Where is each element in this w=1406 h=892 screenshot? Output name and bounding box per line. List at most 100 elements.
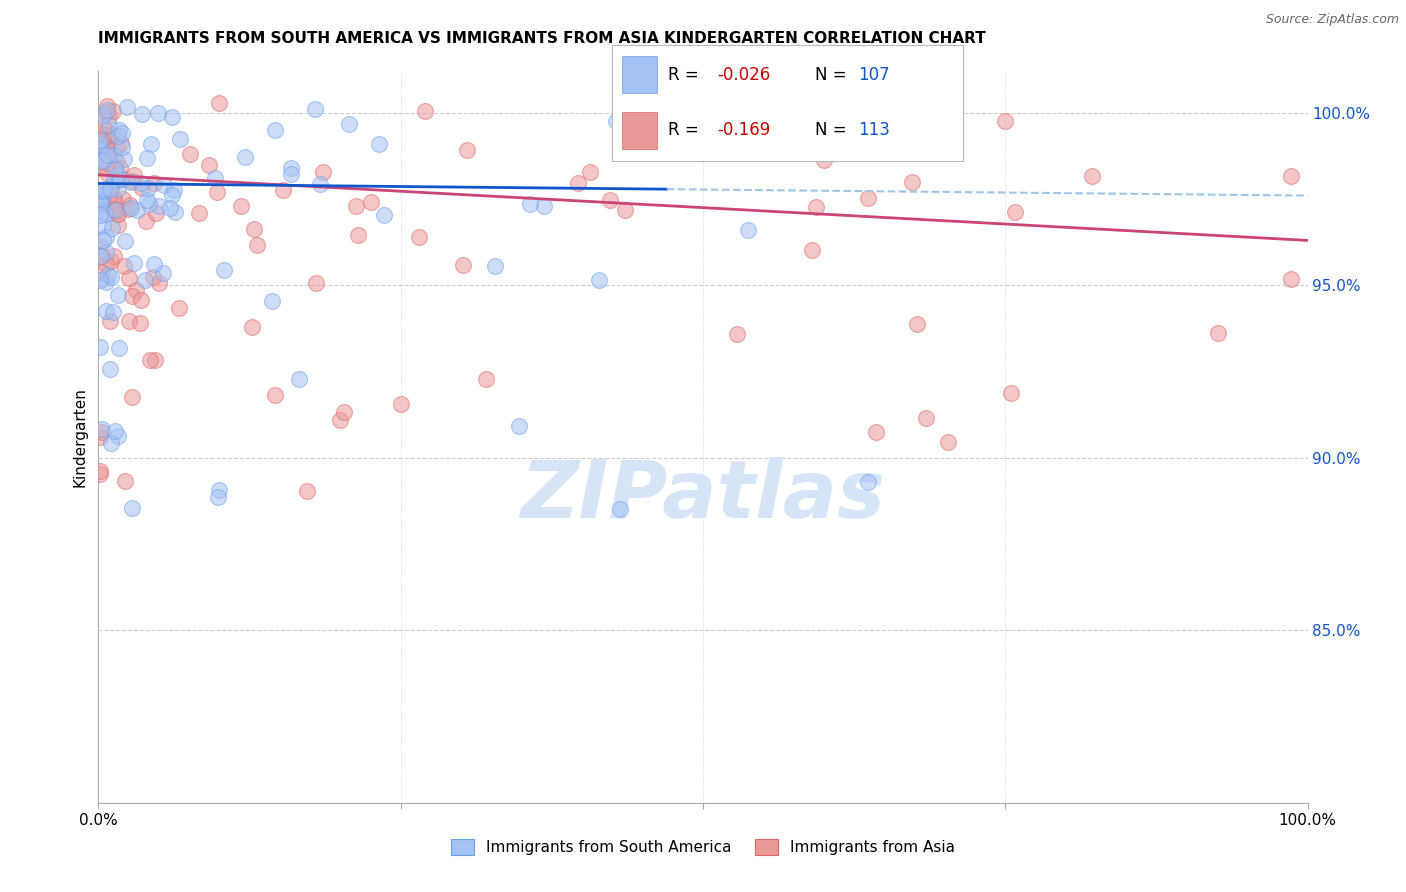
Point: [104, 173, 127, 187]
Point: [519, 196, 541, 211]
Point: [90, 265, 112, 279]
Point: [212, 263, 235, 277]
Point: [103, 148, 125, 162]
Point: [344, 199, 367, 213]
Point: [204, 170, 226, 185]
Point: [96, 166, 118, 180]
Point: [112, 152, 135, 166]
Point: [89, 137, 111, 152]
Point: [167, 301, 190, 316]
Point: [91, 119, 114, 133]
Text: -0.026: -0.026: [717, 66, 770, 84]
Point: [90, 422, 112, 436]
Point: [90, 249, 112, 263]
Point: [103, 202, 125, 216]
Point: [696, 126, 718, 140]
Point: [111, 127, 134, 141]
Point: [408, 229, 430, 244]
Point: [100, 221, 122, 235]
Point: [312, 164, 335, 178]
Point: [567, 176, 589, 190]
Point: [233, 150, 256, 164]
Point: [129, 316, 152, 330]
Point: [605, 114, 627, 128]
Point: [94, 105, 117, 120]
Point: [108, 172, 131, 186]
Point: [360, 195, 382, 210]
Point: [263, 387, 285, 401]
Point: [801, 243, 824, 257]
Text: Source: ZipAtlas.com: Source: ZipAtlas.com: [1265, 13, 1399, 27]
Point: [138, 197, 160, 211]
Point: [207, 490, 229, 504]
Point: [725, 326, 748, 341]
Point: [295, 484, 318, 499]
Point: [121, 289, 143, 303]
Point: [89, 126, 111, 140]
Point: [347, 228, 370, 243]
Point: [91, 425, 114, 439]
Point: [616, 129, 638, 144]
Point: [280, 161, 302, 175]
Point: [96, 142, 118, 156]
Point: [579, 164, 602, 178]
Point: [134, 273, 156, 287]
Point: [121, 174, 143, 188]
Point: [120, 201, 142, 215]
Point: [115, 100, 138, 114]
Point: [146, 106, 169, 120]
Point: [139, 137, 162, 152]
Point: [107, 129, 129, 144]
Point: [100, 436, 122, 450]
Point: [856, 475, 879, 490]
Point: [118, 198, 141, 212]
Point: [98, 362, 121, 376]
Point: [105, 140, 128, 154]
Point: [91, 191, 114, 205]
Point: [152, 267, 174, 281]
FancyBboxPatch shape: [621, 112, 658, 149]
Point: [114, 234, 136, 248]
Point: [915, 411, 938, 425]
Point: [856, 191, 879, 205]
Point: [339, 117, 361, 131]
Point: [136, 151, 159, 165]
Point: [100, 253, 122, 268]
Text: -0.169: -0.169: [717, 121, 770, 139]
Point: [148, 276, 170, 290]
Point: [112, 193, 135, 207]
Point: [97, 118, 120, 132]
Point: [96, 148, 118, 162]
Point: [588, 273, 610, 287]
Point: [96, 99, 118, 113]
Point: [90, 195, 112, 210]
Point: [148, 199, 170, 213]
Text: 107: 107: [858, 66, 889, 84]
Point: [96, 103, 118, 118]
Point: [749, 112, 772, 126]
Point: [96, 161, 118, 175]
Point: [90, 183, 112, 197]
Point: [599, 193, 621, 207]
Point: [96, 155, 118, 169]
Point: [90, 145, 112, 159]
Text: 113: 113: [858, 121, 890, 139]
Point: [112, 259, 135, 273]
Point: [484, 259, 506, 273]
Point: [198, 158, 221, 172]
Point: [104, 161, 127, 176]
Point: [91, 153, 114, 168]
Point: [139, 352, 162, 367]
Point: [101, 103, 124, 118]
Point: [135, 213, 157, 227]
Point: [107, 341, 129, 355]
Point: [96, 244, 118, 259]
Point: [112, 172, 135, 186]
Point: [131, 293, 153, 308]
Point: [89, 273, 111, 287]
Point: [93, 204, 115, 219]
Point: [308, 177, 330, 191]
Point: [107, 287, 129, 301]
Point: [108, 123, 131, 137]
Point: [333, 405, 356, 419]
